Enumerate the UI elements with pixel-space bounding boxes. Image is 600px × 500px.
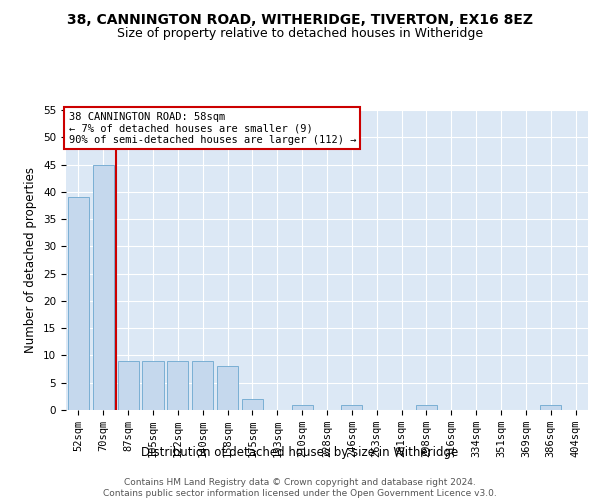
Bar	[142, 361, 164, 410]
Text: Size of property relative to detached houses in Witheridge: Size of property relative to detached ho…	[117, 28, 483, 40]
Bar	[93, 164, 114, 410]
Text: Distribution of detached houses by size in Witheridge: Distribution of detached houses by size …	[142, 446, 458, 459]
Bar	[292, 404, 313, 410]
Bar	[242, 399, 263, 410]
Bar	[416, 404, 437, 410]
Bar	[68, 198, 89, 410]
Text: 38 CANNINGTON ROAD: 58sqm
← 7% of detached houses are smaller (9)
90% of semi-de: 38 CANNINGTON ROAD: 58sqm ← 7% of detach…	[68, 112, 356, 144]
Y-axis label: Number of detached properties: Number of detached properties	[25, 167, 37, 353]
Bar	[341, 404, 362, 410]
Bar	[540, 404, 561, 410]
Text: 38, CANNINGTON ROAD, WITHERIDGE, TIVERTON, EX16 8EZ: 38, CANNINGTON ROAD, WITHERIDGE, TIVERTO…	[67, 12, 533, 26]
Bar	[167, 361, 188, 410]
Bar	[118, 361, 139, 410]
Bar	[217, 366, 238, 410]
Bar	[192, 361, 213, 410]
Text: Contains HM Land Registry data © Crown copyright and database right 2024.
Contai: Contains HM Land Registry data © Crown c…	[103, 478, 497, 498]
